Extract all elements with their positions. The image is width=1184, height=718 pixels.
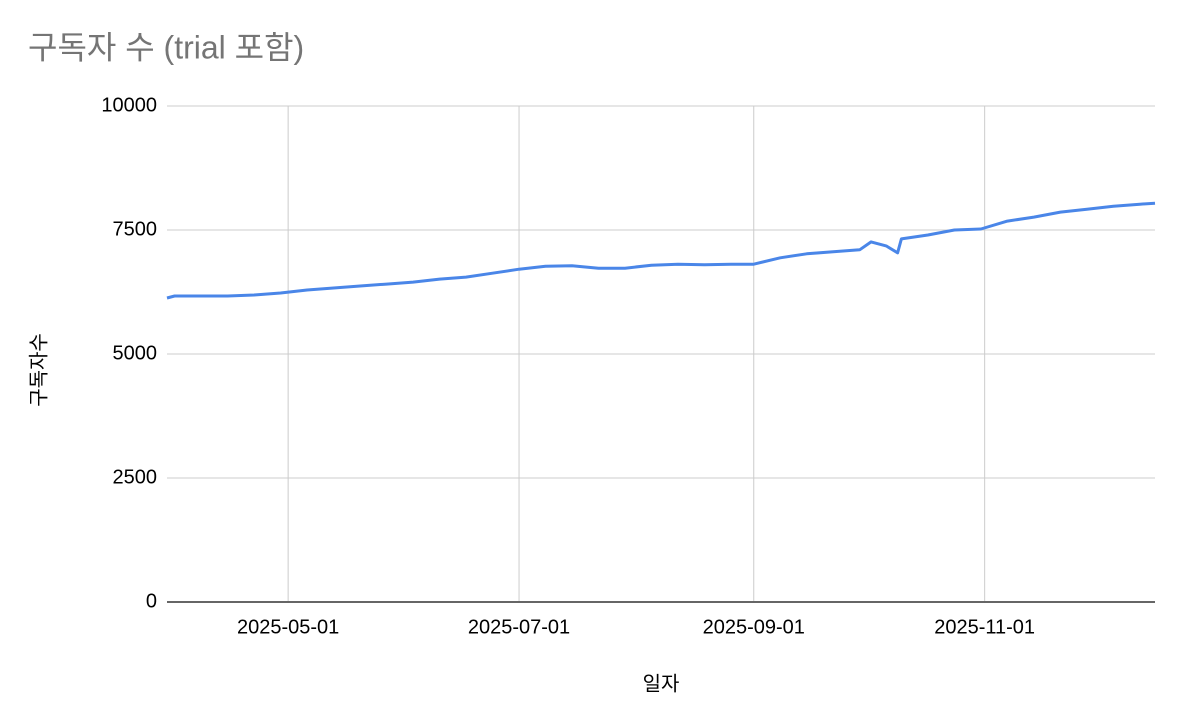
x-tick-label: 2025-11-01 (934, 616, 1035, 638)
data-line (166, 201, 1156, 300)
chart-title: 구독자 수 (trial 포함) (28, 29, 304, 65)
y-tick-label: 10000 (101, 94, 157, 116)
y-tick-label: 2500 (113, 466, 158, 488)
x-tick-label: 2025-05-01 (237, 616, 339, 638)
x-axis-label: 일자 (643, 672, 680, 695)
x-tick-label: 2025-09-01 (703, 616, 805, 638)
x-tick-label: 2025-07-01 (468, 616, 570, 638)
y-axis-label: 구독자수 (27, 333, 50, 407)
y-tick-label: 7500 (113, 218, 158, 240)
y-tick-label: 5000 (113, 342, 158, 364)
y-tick-label: 0 (146, 590, 157, 612)
